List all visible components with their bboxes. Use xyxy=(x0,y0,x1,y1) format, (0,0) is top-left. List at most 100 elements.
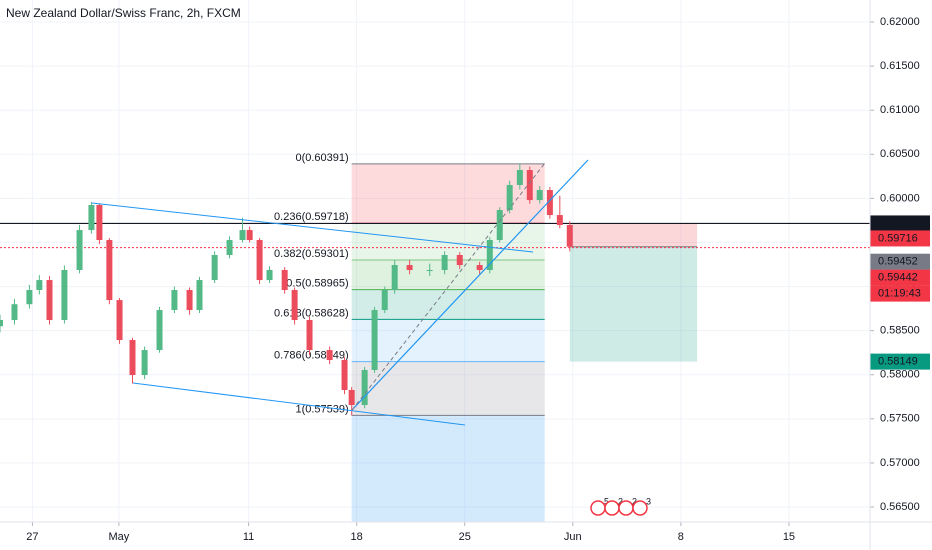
y-tick-label: 0.61000 xyxy=(880,104,920,116)
candle-body xyxy=(536,190,543,201)
candle-body xyxy=(171,290,178,311)
candle-body xyxy=(76,230,83,270)
x-tick-label: May xyxy=(108,531,129,543)
candle-body xyxy=(281,269,288,291)
candle-body xyxy=(566,225,573,247)
candle-body xyxy=(516,170,523,185)
price-tag xyxy=(870,269,930,286)
fib-trend xyxy=(351,162,546,411)
candle-body xyxy=(546,190,553,216)
candle-body xyxy=(381,290,388,311)
target-zone xyxy=(569,246,698,362)
candle-body xyxy=(371,310,378,370)
candle-body xyxy=(156,310,163,351)
event-icon xyxy=(632,500,648,516)
candle-body xyxy=(476,265,483,270)
candle-body xyxy=(406,265,413,270)
chart-title: New Zealand Dollar/Swiss Franc, 2h, FXCM xyxy=(6,6,241,20)
price-tag-label: 0.58149 xyxy=(878,356,918,368)
candle-body xyxy=(496,210,503,241)
candle-body xyxy=(0,319,3,327)
fib-label: 0.618(0.58628) xyxy=(274,307,349,319)
y-tick-label: 0.62000 xyxy=(880,16,920,28)
price-tag-label: 0.59452 xyxy=(878,256,918,268)
fib-label: 0.382(0.59301) xyxy=(274,248,349,260)
candle-body xyxy=(46,280,53,320)
candle-body xyxy=(129,340,136,376)
fib-label: 0.786(0.58149) xyxy=(274,350,349,362)
x-tick-label: 8 xyxy=(678,531,684,543)
x-tick-label: 11 xyxy=(243,531,254,543)
candle-body xyxy=(88,205,95,231)
y-tick-label: 0.60000 xyxy=(880,192,920,204)
candle-body xyxy=(116,300,123,341)
candle-body xyxy=(186,290,193,311)
candle-body xyxy=(106,240,113,301)
countdown: 01:19:43 xyxy=(878,288,921,300)
candle-body xyxy=(506,184,513,211)
price-tag xyxy=(870,253,930,270)
candle-body xyxy=(26,290,33,305)
candle-body xyxy=(256,240,263,281)
x-tick-label: 15 xyxy=(783,531,795,543)
y-tick-label: 0.58500 xyxy=(880,325,920,337)
price-tag-label: 0.59716 xyxy=(878,232,918,244)
candle-body xyxy=(361,369,368,405)
price-tag-label: 0.59716 xyxy=(878,217,918,229)
x-tick-label: 25 xyxy=(459,531,471,543)
x-tick-label: 18 xyxy=(351,531,363,543)
date-range xyxy=(351,415,545,522)
fib-zone xyxy=(351,260,545,290)
event-icon xyxy=(604,500,620,516)
fib-label: 0.5(0.58965) xyxy=(286,278,348,290)
channel-bottom xyxy=(132,382,466,426)
fib-zone xyxy=(351,361,545,416)
fib-label: 1(0.57539) xyxy=(295,403,348,415)
event-count: 5 xyxy=(604,496,609,506)
x-tick-label: 27 xyxy=(26,531,38,543)
stop-zone xyxy=(569,223,698,247)
candle-body xyxy=(266,269,273,281)
price-tag-label: 0.59442 xyxy=(878,272,918,284)
fib-label: 0(0.60391) xyxy=(295,152,348,164)
y-tick-label: 0.58000 xyxy=(880,369,920,381)
candle-body xyxy=(61,269,68,320)
fib-zone xyxy=(351,289,545,320)
y-tick-label: 0.57000 xyxy=(880,457,920,469)
candle-body xyxy=(486,240,493,270)
candle-body xyxy=(96,205,103,241)
price-tag xyxy=(870,215,930,232)
price-tag xyxy=(870,230,930,247)
y-tick-label: 0.56500 xyxy=(880,501,920,513)
candle-body xyxy=(556,215,563,226)
candle-body xyxy=(291,290,298,320)
candle-body xyxy=(326,350,333,361)
candle-body xyxy=(341,360,348,391)
fib-zone xyxy=(351,163,545,224)
candle-body xyxy=(348,390,355,405)
countdown-tag xyxy=(870,285,930,302)
candle-body xyxy=(141,350,148,376)
trendline xyxy=(351,159,589,411)
candle-body xyxy=(526,170,533,201)
y-tick-label: 0.57500 xyxy=(880,413,920,425)
candle-body xyxy=(239,230,246,241)
candle-body xyxy=(211,255,218,281)
candle-body xyxy=(36,280,43,291)
channel-top xyxy=(91,202,534,253)
candle-body xyxy=(456,255,463,266)
y-tick-label: 0.61500 xyxy=(880,60,920,72)
candle-body xyxy=(246,230,253,241)
fib-label: 0.236(0.59718) xyxy=(274,211,349,223)
candle-body xyxy=(306,319,313,351)
candle-body xyxy=(426,269,433,271)
event-count: 2 xyxy=(618,496,623,506)
fib-zone xyxy=(351,319,545,362)
x-tick-label: Jun xyxy=(564,531,582,543)
candle-body xyxy=(11,304,18,320)
event-icon xyxy=(590,500,606,516)
candle-body xyxy=(226,240,233,256)
fib-zone xyxy=(351,223,545,261)
